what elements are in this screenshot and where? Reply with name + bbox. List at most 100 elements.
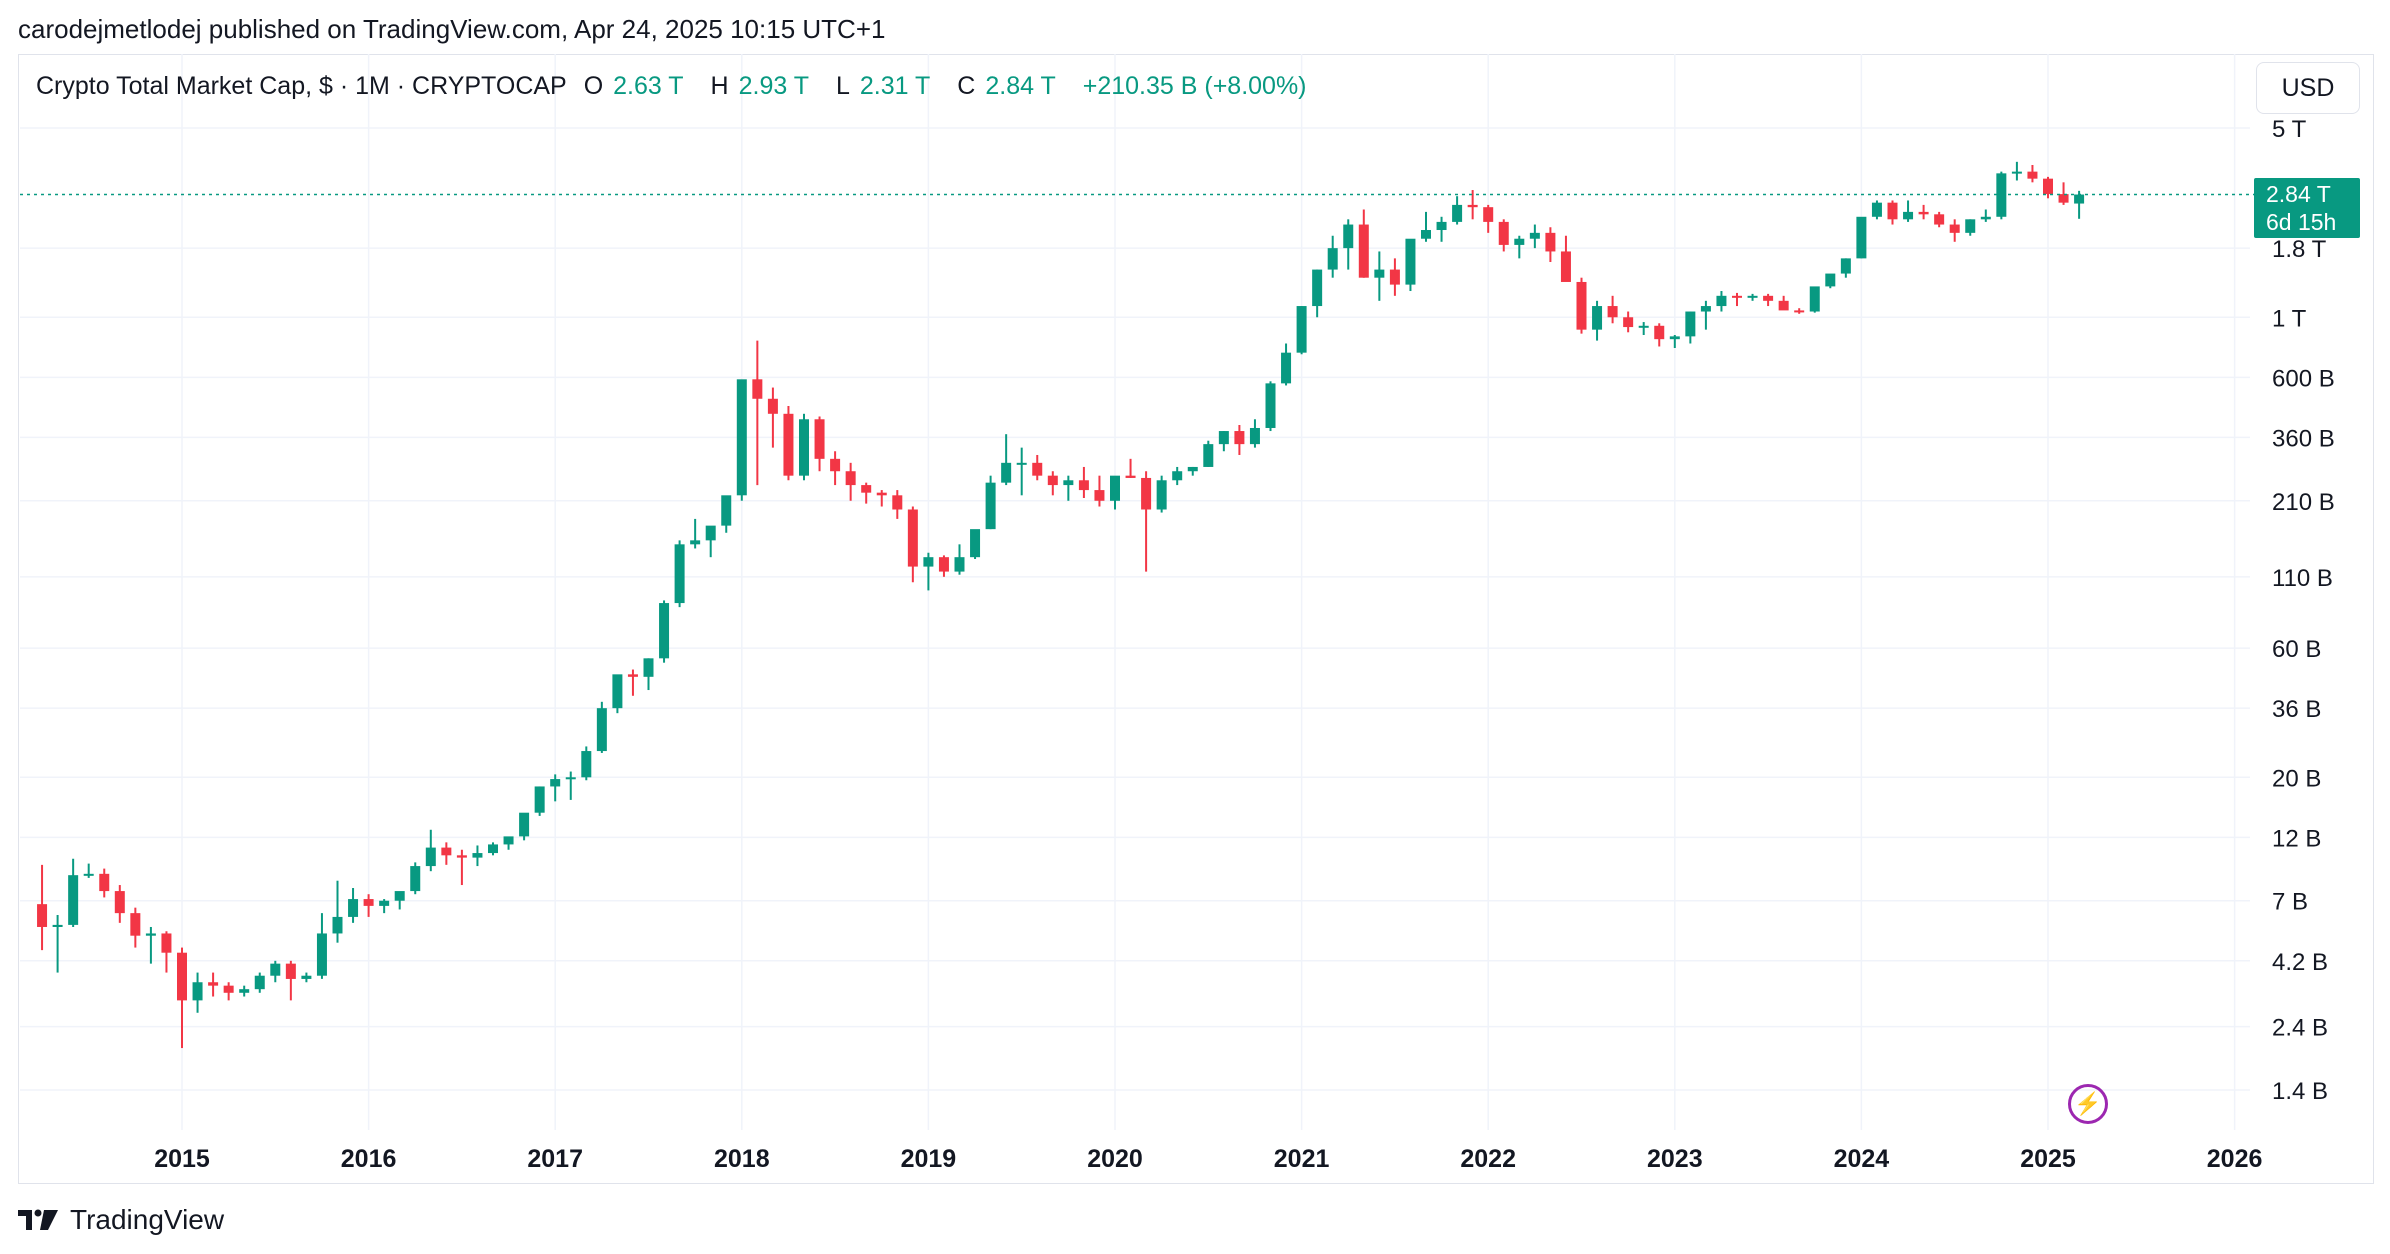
candle [239, 985, 250, 997]
candle-body [705, 525, 716, 541]
candle-body [2011, 171, 2022, 174]
x-tick-label: 2020 [1087, 1145, 1143, 1173]
candle-body [1172, 471, 1183, 481]
candle-body [2058, 194, 2069, 203]
candle [441, 842, 452, 865]
candle-body [736, 379, 747, 496]
candle-body [1063, 480, 1074, 486]
candle-body [1498, 221, 1509, 245]
candle-body [1016, 462, 1027, 465]
candle [1498, 219, 1509, 252]
candle-body [907, 509, 918, 567]
candle-body [596, 708, 607, 752]
candle [1576, 277, 1587, 334]
candle [2043, 176, 2053, 199]
candle-body [254, 975, 265, 990]
candle-body [1903, 211, 1914, 220]
candle-body [1607, 306, 1618, 318]
candle-body [348, 899, 359, 917]
candle [177, 947, 187, 1049]
candle [1312, 269, 1323, 318]
candle-body [130, 913, 141, 936]
candle [1903, 200, 1914, 222]
candle [1934, 211, 1945, 228]
candle-body [721, 495, 732, 526]
candle-body [1483, 207, 1494, 222]
candle [37, 864, 48, 951]
candle-body [1654, 325, 1665, 340]
y-tick-label: 360 B [2272, 425, 2335, 452]
candle-body [1327, 248, 1338, 270]
candle-body [1001, 462, 1012, 483]
bar-countdown: 6d 15h [2266, 209, 2337, 235]
candle-body [1452, 204, 1463, 222]
candle [1110, 475, 1120, 510]
candle [565, 771, 576, 800]
candle-body [379, 900, 390, 906]
candle-body [550, 779, 561, 787]
x-tick-label: 2019 [901, 1145, 957, 1173]
x-tick-label: 2022 [1460, 1145, 1516, 1173]
candle [1016, 447, 1027, 496]
candle-body [1700, 306, 1711, 312]
candle-body [1374, 269, 1385, 278]
candle-body [1856, 216, 1867, 259]
candle-body [1421, 230, 1431, 239]
candle-body [1187, 466, 1198, 472]
candle [581, 746, 592, 781]
candle [2027, 165, 2038, 183]
publisher-line: carodejmetlodej published on TradingView… [18, 14, 886, 44]
candle-body [285, 963, 296, 979]
candle [1389, 258, 1400, 296]
candle-body [1514, 238, 1525, 245]
candle [1592, 300, 1603, 341]
candle [659, 600, 670, 663]
candlestick-chart[interactable]: 5 T 1.8 T 1 T 600 B 360 B 210 B 110 B 60 B 36 B 2… [0, 0, 2390, 1200]
candle [814, 416, 825, 472]
candle [1840, 258, 1851, 278]
candle [596, 701, 607, 753]
y-tick-label: 12 B [2272, 825, 2321, 852]
candle-body [1405, 238, 1416, 285]
candle-body [643, 658, 654, 677]
candle-body [1809, 286, 1820, 312]
candle [192, 972, 203, 1013]
candle [488, 842, 498, 856]
candle-body [1358, 224, 1369, 278]
chart-frame[interactable] [18, 54, 2374, 1184]
candle [1265, 381, 1276, 432]
x-tick-label: 2017 [527, 1145, 583, 1173]
candle-body [519, 812, 530, 837]
candle-body [767, 398, 778, 414]
candle [503, 836, 514, 850]
x-tick-label: 2026 [2207, 1145, 2263, 1173]
candle [550, 774, 561, 802]
candle [1887, 200, 1898, 225]
lightning-bolt-icon[interactable]: ⚡ [2068, 1084, 2108, 1124]
x-tick-label: 2024 [1834, 1145, 1890, 1173]
candle [1669, 334, 1680, 348]
candle-body [1576, 281, 1587, 330]
candle [705, 525, 716, 558]
legend-open-label: O [583, 72, 604, 100]
legend-high-value: 2.93 T [738, 72, 810, 100]
candle-body [394, 891, 405, 901]
chart-legend: Crypto Total Market Cap, $ · 1M · CRYPTO… [36, 72, 1317, 101]
brand-name: TradingView [70, 1204, 225, 1235]
candle-body [363, 899, 374, 906]
candle [1607, 295, 1618, 324]
candle-body [1887, 202, 1898, 220]
currency-button[interactable]: USD [2256, 62, 2360, 114]
candle [1047, 471, 1058, 496]
tradingview-brand[interactable]: TradingView [18, 1204, 224, 1236]
candle [845, 462, 856, 501]
candle [1374, 251, 1385, 301]
x-tick-label: 2021 [1274, 1145, 1330, 1173]
candle-body [68, 875, 79, 925]
candle [1063, 475, 1074, 501]
candle [861, 482, 872, 504]
candle-body [1747, 295, 1758, 298]
candle [1778, 295, 1789, 311]
candle-body [845, 471, 856, 486]
candle-body [1840, 258, 1851, 274]
